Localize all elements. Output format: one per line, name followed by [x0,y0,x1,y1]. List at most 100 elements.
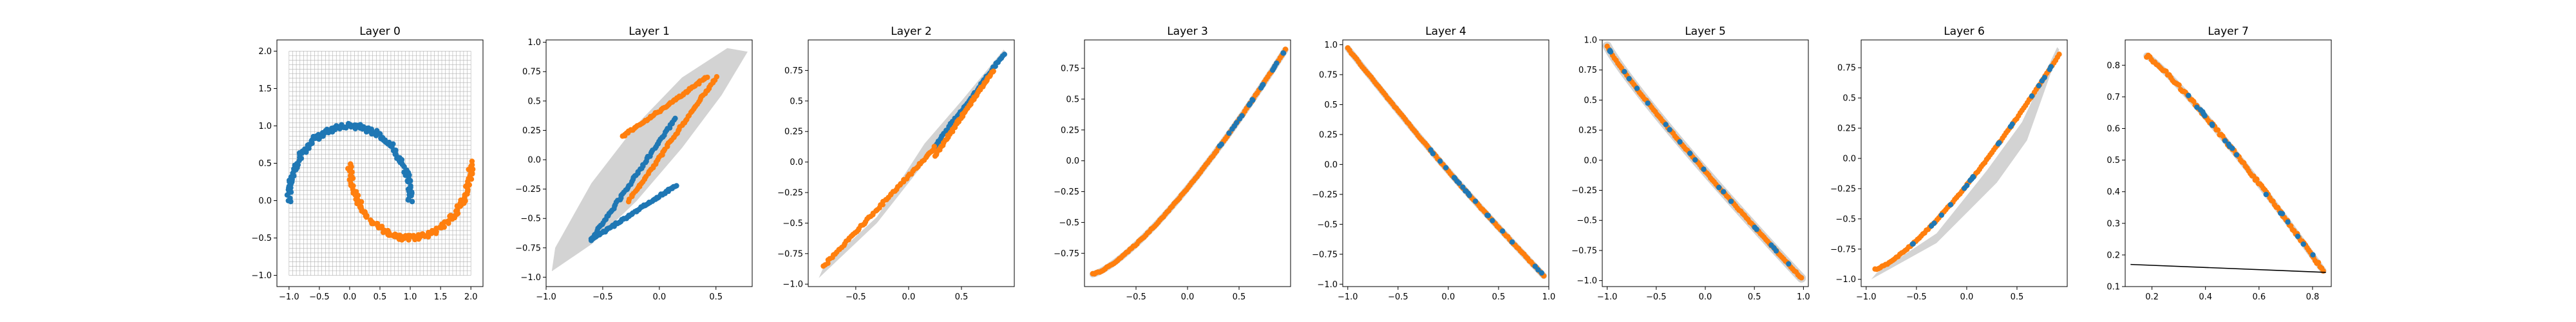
point [1607,49,1614,55]
point [1236,116,1243,122]
point [2295,233,2301,240]
y-tick-label: 0.0 [790,158,803,167]
y-tick-label: −0.75 [777,249,803,259]
point [288,189,294,195]
y-tick-label: 2.0 [258,47,272,57]
panel-4: Layer 4 −1.0 −0.5 0.0 0.5 1.0 −1.0 −0.75 −0.5 −0.… [1312,25,1555,302]
point [288,185,294,191]
point [2278,210,2284,216]
y-tick-label: 0.75 [522,68,541,77]
x-tick-label: −1.0 [1338,292,1358,302]
point [1663,122,1669,128]
x-tick-label: 0.0 [1442,292,1455,302]
point [469,171,475,177]
point [1430,151,1436,156]
point [931,144,937,149]
y-tick-label: 1.5 [258,84,272,94]
y-tick-label: 1.0 [527,38,541,48]
y-tick-label: −0.5 [1577,216,1597,226]
y-tick-label: −0.25 [1312,190,1338,200]
x-tick-label: −0.5 [1126,292,1146,302]
point [406,237,412,243]
series-0 [1869,0,2062,272]
series-1 [620,73,720,205]
y-tick-label: 0.25 [1837,124,1856,134]
y-tick-label: −0.5 [1317,220,1338,230]
panel-5: Layer 5 −1.0 −0.5 0.0 0.5 1.0 −1.0 −0.75 −0.5 −0.… [1571,25,1810,302]
axes-frame [1084,39,1291,287]
decision-region [551,48,748,272]
point [2009,121,2015,128]
y-tick-label: −0.25 [1054,187,1079,197]
series-1 [1217,50,1287,149]
x-tick-label: 0.0 [1960,292,1974,302]
y-tick-label: 0.8 [2107,61,2120,71]
y-tick-label: −0.5 [782,219,803,229]
x-tick-label: 0.4 [2199,292,2212,302]
point [1728,198,1734,204]
y-tick-label: 0.5 [1584,96,1597,106]
x-tick-label: 0.8 [2306,292,2320,302]
y-tick-label: −1.0 [1317,280,1338,290]
panel-6: Layer 6 −1.0 −0.5 0.0 0.5 −1.0 −0.75 −0.5 −0.25 0… [1830,0,2068,302]
point [2036,82,2042,89]
point [378,135,384,141]
point [2215,127,2221,133]
point [1869,0,1874,3]
y-tick-label: −0.25 [515,185,541,194]
y-tick-label: 0.5 [1324,100,1338,110]
y-tick-label: −0.75 [1571,246,1597,256]
axes-frame [545,39,753,287]
y-tick-label: 1.0 [258,122,272,131]
decision-boundary [2130,263,2326,273]
y-tick-label: 0.75 [1578,66,1597,75]
axes-frame [1342,39,1549,287]
x-tick-label: −0.5 [1388,292,1408,302]
y-tick-label: 0.75 [1061,64,1079,74]
point [2285,219,2291,225]
point [1218,141,1224,147]
point [1768,242,1774,248]
point [1701,166,1707,172]
y-tick-label: 0.25 [1578,126,1597,136]
y-tick-label: −0.5 [520,214,541,224]
point [2233,152,2240,158]
y-tick-label: −1.0 [1835,275,1856,285]
point [2176,82,2182,88]
point [1463,188,1469,194]
point [1269,67,1276,73]
y-tick-label: 0.0 [1066,156,1079,166]
x-tick-label: −1.0 [1597,292,1618,302]
point [1799,275,1804,281]
plot-area [819,50,1007,278]
y-tick-label: 1.0 [1584,36,1597,46]
point [1692,157,1698,163]
x-tick-label: 0.5 [1233,292,1246,302]
point [714,73,720,80]
y-tick-label: −0.5 [1059,218,1079,228]
series-0 [1345,45,1547,279]
point [1721,189,1727,194]
axes-frame [2125,39,2332,287]
y-tick-label: −0.75 [1312,250,1338,260]
x-tick-label: 1.5 [434,292,448,302]
y-tick-label: 0.7 [2107,93,2120,102]
point [2210,122,2215,128]
point [1226,130,1232,136]
y-tick-label: 0.0 [1842,154,1856,164]
y-tick-label: −0.25 [1571,186,1597,196]
y-tick-label: −1.0 [520,273,541,283]
point [2315,260,2322,265]
y-tick-label: 0.5 [527,97,541,106]
decision-region [1871,47,2060,279]
point [1249,97,1255,102]
y-tick-label: 0.25 [1061,126,1079,135]
point [1509,239,1515,245]
y-tick-label: −0.25 [777,189,803,198]
y-tick-label: 1.0 [1324,41,1338,50]
point [1280,50,1287,56]
x-tick-label: 0.0 [1181,292,1195,302]
x-tick-label: −1.0 [279,292,299,302]
y-tick-label: 0.0 [258,196,272,206]
point [672,115,678,122]
